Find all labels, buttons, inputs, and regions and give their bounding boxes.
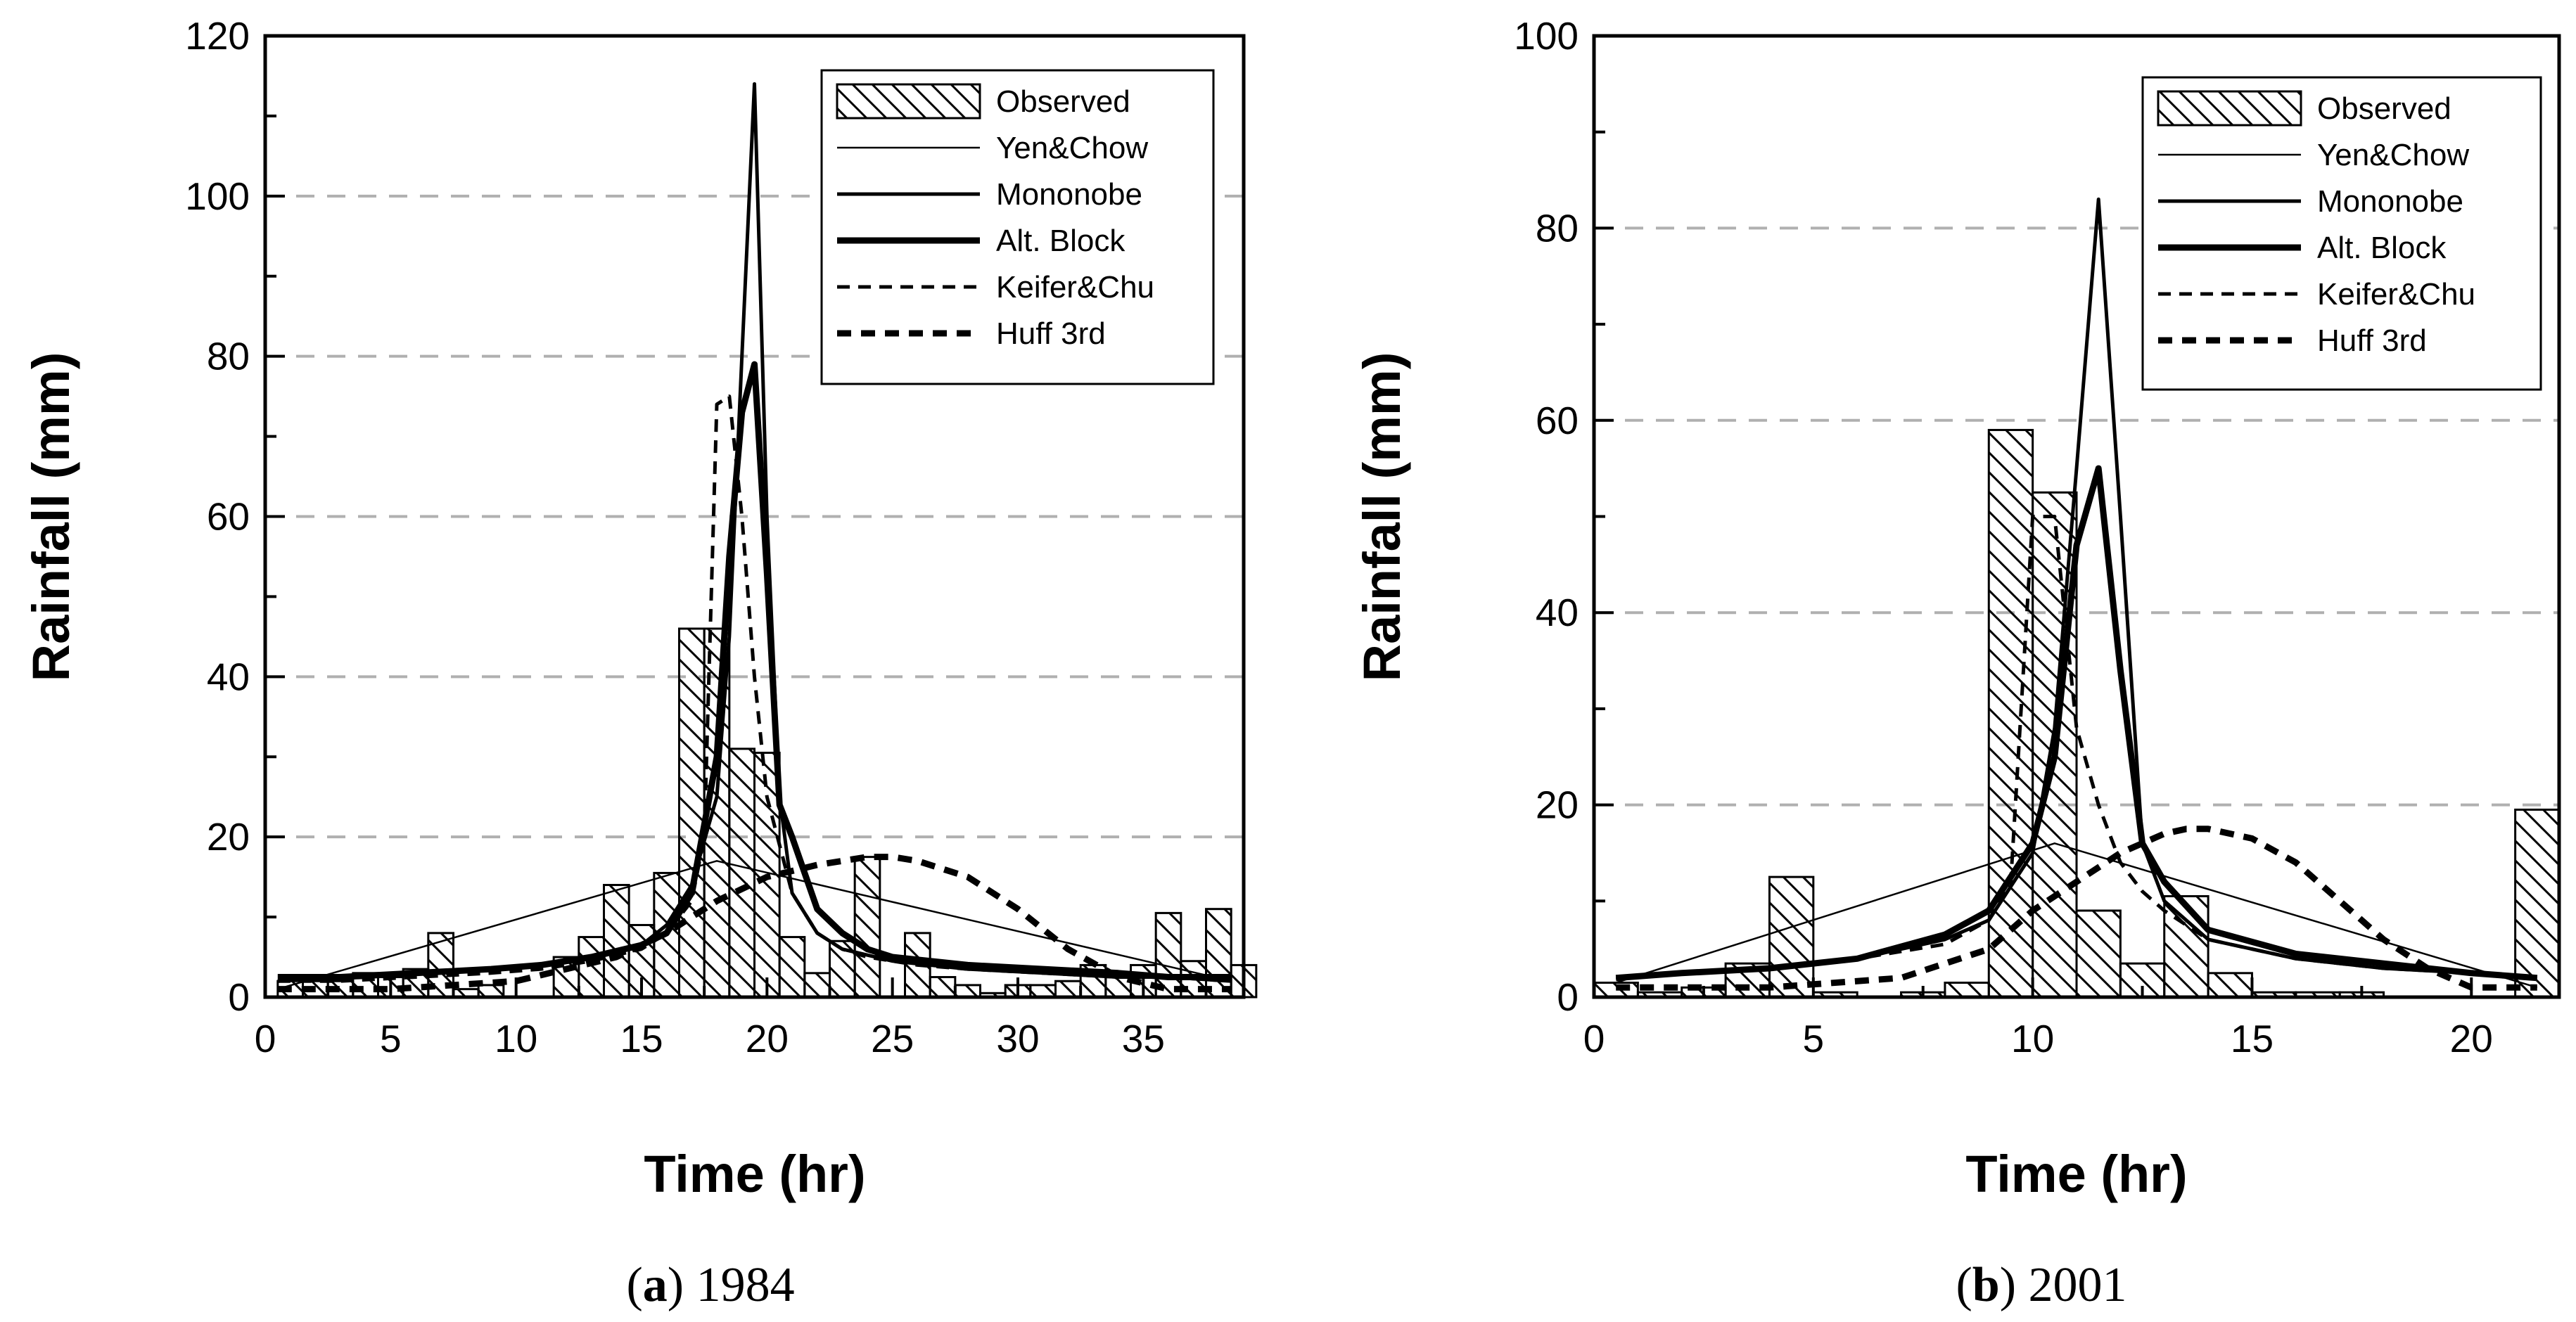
- panel-a-lines: [277, 82, 1232, 993]
- y-tick-label: 20: [207, 815, 250, 859]
- legend-label: Huff 3rd: [996, 316, 1106, 351]
- x-tick-label: 15: [2231, 1017, 2274, 1060]
- x-tick-label: 20: [2450, 1017, 2493, 1060]
- y-tick-label: 60: [207, 495, 250, 539]
- observed-bar: [929, 976, 957, 999]
- observed-bar: [578, 936, 605, 999]
- observed-bar: [1944, 981, 1990, 999]
- legend-label: Huff 3rd: [2317, 323, 2427, 358]
- y-tick-label: 60: [1536, 399, 1579, 442]
- legend-label: Yen&Chow: [2317, 138, 2469, 172]
- legend-label: Keifer&Chu: [996, 270, 1154, 304]
- panel-a-ylabel: Rainfall (mm): [22, 352, 80, 682]
- panel-b-ylabel: Rainfall (mm): [1353, 352, 1411, 682]
- y-tick-label: 80: [207, 335, 250, 378]
- panel-b: 0 5 10 15 20 0 20 40 60 80 100 Time (hr) Rainfall …: [1353, 14, 2561, 1312]
- series-huff-3rd-line: [1616, 826, 2537, 991]
- observed-bar: [1029, 984, 1057, 999]
- panel-a-ticks: 0 5 10 15 20 25 30 35 0 20 40 60 80 100 120: [185, 14, 1208, 1060]
- panel-a-caption-text: 1984: [696, 1258, 795, 1312]
- x-tick-label: 35: [1122, 1017, 1165, 1060]
- panel-a-legend: Observed Yen&Chow Mononobe Alt. Block Keifer…: [820, 69, 1215, 385]
- observed-bar: [2207, 972, 2253, 999]
- panel-b-caption: (b) 2001: [1956, 1258, 2127, 1312]
- panel-a-caption: (a) 1984: [626, 1258, 794, 1312]
- observed-bar: [954, 984, 982, 999]
- panel-b-bars: [1593, 428, 2561, 999]
- y-tick-label: 80: [1536, 206, 1579, 250]
- panel-b-ticks: 0 5 10 15 20 0 20 40 60 80 100: [1514, 14, 2493, 1060]
- legend-observed-swatch: [2157, 90, 2302, 127]
- observed-bar: [803, 972, 831, 999]
- y-tick-label: 0: [228, 975, 250, 1019]
- legend-label: Keifer&Chu: [2317, 277, 2475, 312]
- x-tick-label: 30: [996, 1017, 1039, 1060]
- panel-b-caption-text: 2001: [2029, 1258, 2127, 1312]
- series-yen-chow-line: [1615, 842, 2538, 989]
- x-tick-label: 0: [255, 1017, 276, 1060]
- panel-a-caption-letter: a: [643, 1258, 668, 1312]
- y-tick-label: 0: [1557, 975, 1579, 1019]
- legend-observed-label: Observed: [996, 84, 1130, 119]
- panel-b-legend: Observed Yen&Chow Mononobe Alt. Block Keifer…: [2141, 76, 2542, 391]
- series-alt-block-line: [277, 361, 1232, 980]
- x-tick-label: 20: [746, 1017, 789, 1060]
- legend-observed-label: Observed: [2317, 91, 2451, 126]
- legend-label: Mononobe: [2317, 184, 2463, 219]
- series-alt-block-line: [1615, 465, 2538, 982]
- panel-a-bars: [276, 627, 1258, 999]
- series-keifer-chu-line: [277, 394, 1232, 983]
- legend-label: Alt. Block: [2317, 231, 2447, 265]
- observed-bar: [603, 884, 630, 999]
- panel-a-xlabel: Time (hr): [644, 1145, 865, 1203]
- legend-label: Yen&Chow: [996, 131, 1148, 165]
- observed-bar: [728, 747, 756, 999]
- observed-bar: [2075, 909, 2122, 999]
- legend-label: Alt. Block: [996, 224, 1126, 258]
- x-tick-label: 25: [871, 1017, 914, 1060]
- x-tick-label: 15: [620, 1017, 663, 1060]
- observed-bar: [2514, 808, 2561, 999]
- observed-bar: [1104, 976, 1133, 999]
- series-keifer-chu-line: [1616, 515, 2537, 980]
- series-yen-chow-line: [277, 860, 1232, 990]
- legend-observed-swatch: [836, 83, 981, 120]
- panel-b-lines: [1615, 197, 2538, 991]
- panel-b-xlabel: Time (hr): [1965, 1145, 2187, 1203]
- observed-bar: [1054, 980, 1082, 999]
- y-tick-label: 100: [185, 174, 250, 218]
- y-tick-label: 120: [185, 14, 250, 58]
- observed-bar: [678, 627, 706, 999]
- observed-bar: [1768, 875, 1815, 999]
- observed-bar: [2163, 894, 2210, 999]
- x-tick-label: 0: [1583, 1017, 1605, 1060]
- x-tick-label: 5: [1803, 1017, 1825, 1060]
- observed-bar: [1593, 981, 1639, 999]
- panel-b-caption-letter: b: [1972, 1258, 2000, 1312]
- x-tick-label: 5: [380, 1017, 402, 1060]
- y-tick-label: 100: [1514, 14, 1579, 58]
- series-huff-3rd-line: [277, 854, 1232, 993]
- observed-bar: [778, 936, 806, 999]
- y-tick-label: 20: [1536, 783, 1579, 827]
- y-tick-label: 40: [207, 655, 250, 698]
- observed-bar: [1205, 908, 1232, 999]
- y-tick-label: 40: [1536, 591, 1579, 634]
- legend-label: Mononobe: [996, 177, 1142, 212]
- observed-bar: [477, 984, 505, 999]
- observed-bar: [853, 856, 881, 999]
- x-tick-label: 10: [2011, 1017, 2054, 1060]
- x-tick-label: 10: [495, 1017, 537, 1060]
